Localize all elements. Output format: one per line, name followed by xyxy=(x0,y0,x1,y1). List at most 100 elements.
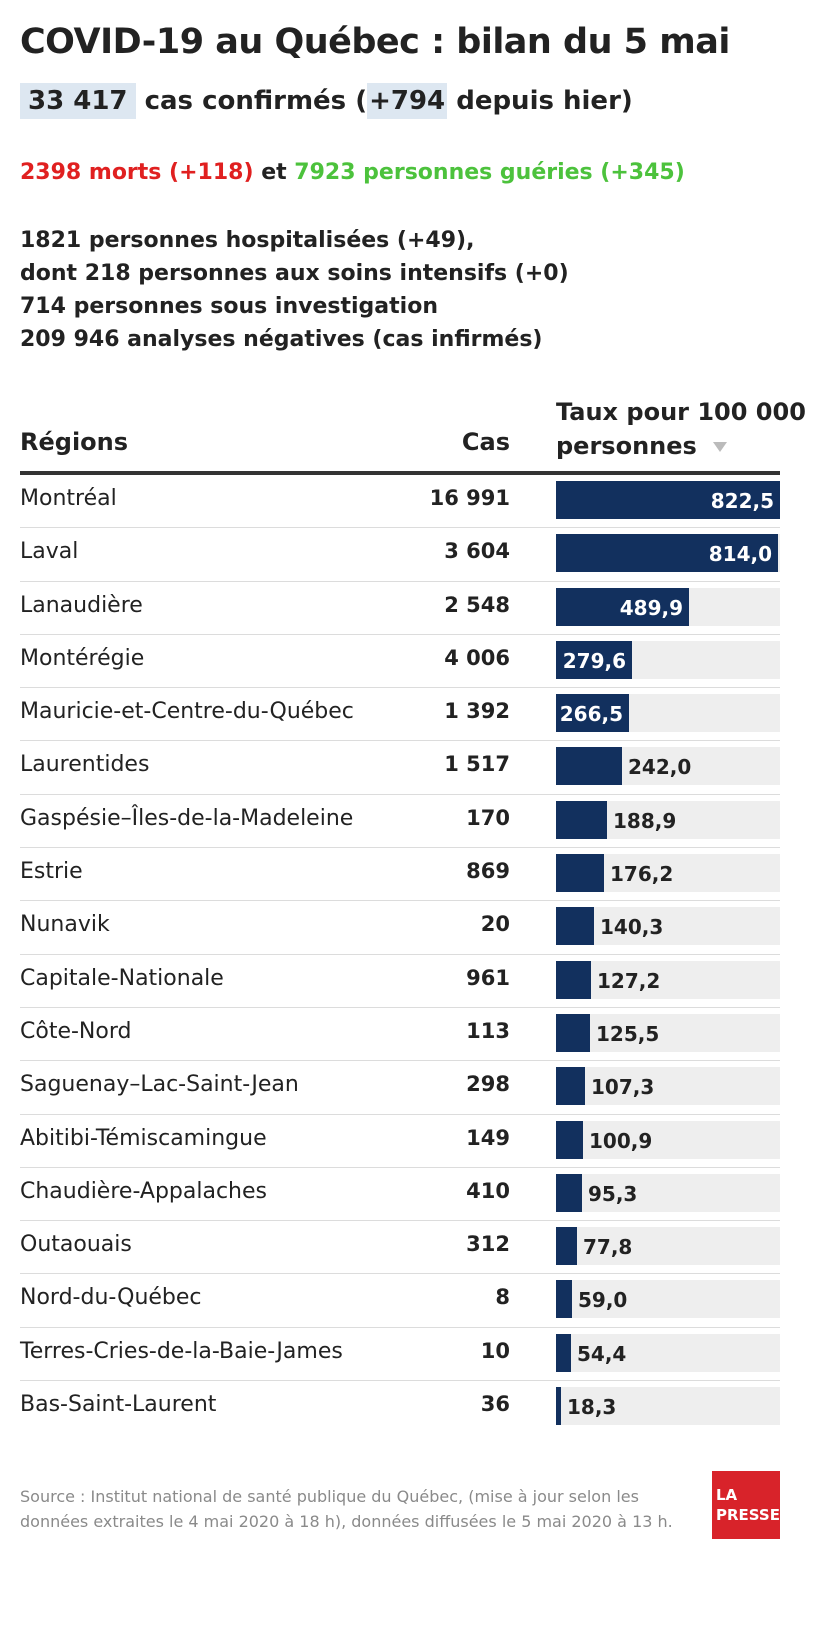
table-row: Chaudière-Appalaches 410 95,3 xyxy=(20,1168,780,1222)
sort-descending-icon xyxy=(712,442,727,452)
region-name: Saguenay–Lac-Saint-Jean xyxy=(20,1072,299,1098)
region-cases: 3 604 xyxy=(444,539,510,564)
region-cases: 1 392 xyxy=(444,699,510,724)
rate-bar xyxy=(556,854,604,893)
rate-bar-track: 107,3 xyxy=(556,1067,780,1106)
rate-bar xyxy=(556,587,689,626)
rate-value-label: 140,3 xyxy=(600,915,664,940)
stat-under-investigation: 714 personnes sous investigation xyxy=(20,294,438,319)
region-cases: 410 xyxy=(466,1178,510,1203)
table-row: Côte-Nord 113 125,5 xyxy=(20,1008,780,1062)
region-name: Terres-Cries-de-la-Baie-James xyxy=(20,1338,343,1364)
rate-bar xyxy=(556,694,629,733)
rate-bar xyxy=(556,1173,582,1212)
rate-bar-track: 125,5 xyxy=(556,1013,780,1052)
rate-bar-track: 54,4 xyxy=(556,1333,780,1372)
rate-value-label: 822,5 xyxy=(710,489,774,513)
deaths-count: 2398 morts (+118) xyxy=(20,160,254,185)
rate-bar-track: 822,5 xyxy=(556,481,780,519)
table-row: Laurentides 1 517 242,0 xyxy=(20,741,780,795)
region-cases: 298 xyxy=(466,1072,510,1097)
page-title: COVID-19 au Québec : bilan du 5 mai xyxy=(20,22,730,62)
region-cases: 10 xyxy=(480,1338,510,1363)
table-row: Capitale-Nationale 961 127,2 xyxy=(20,955,780,1008)
stat-intensive-care: dont 218 personnes aux soins intensifs (… xyxy=(20,261,569,286)
table-row: Laval 3 604 814,0 xyxy=(20,528,780,582)
confirmed-cases-label: cas confirmés ( xyxy=(144,86,368,116)
region-cases: 170 xyxy=(466,805,510,830)
confirmed-cases-line: 33 417 cas confirmés (+794 depuis hier) xyxy=(20,83,633,119)
rate-bar-track: 59,0 xyxy=(556,1280,780,1319)
region-name: Outaouais xyxy=(20,1232,132,1258)
region-cases: 8 xyxy=(495,1285,510,1310)
rate-bar xyxy=(556,1280,572,1319)
rate-value-label: 127,2 xyxy=(597,968,661,993)
rate-value-label: 279,6 xyxy=(562,648,626,673)
rate-bar xyxy=(556,1387,561,1426)
table-row: Nunavik 20 140,3 xyxy=(20,901,780,955)
rate-bar xyxy=(556,960,591,999)
table-row: Outaouais 312 77,8 xyxy=(20,1221,780,1275)
rate-value-label: 59,0 xyxy=(578,1288,628,1313)
stat-negative-tests: 209 946 analyses négatives (cas infirmés… xyxy=(20,327,543,352)
regions-table: Montréal 16 991 822,5 Laval 3 604 814,0 Lanaud… xyxy=(20,475,780,1434)
region-cases: 1 517 xyxy=(444,752,510,777)
region-name: Nunavik xyxy=(20,912,110,938)
region-name: Bas-Saint-Laurent xyxy=(20,1392,217,1418)
stats-block: 1821 personnes hospitalisées (+49), dont… xyxy=(20,224,569,356)
region-name: Capitale-Nationale xyxy=(20,965,224,991)
rate-value-label: 814,0 xyxy=(708,542,772,567)
region-cases: 16 991 xyxy=(429,486,510,510)
rate-value-label: 489,9 xyxy=(619,595,683,620)
rate-bar-track: 100,9 xyxy=(556,1120,780,1159)
stat-hospitalized: 1821 personnes hospitalisées (+49), xyxy=(20,228,475,253)
rate-bar xyxy=(556,481,780,519)
outcomes-line: 2398 morts (+118) et 7923 personnes guér… xyxy=(20,160,685,185)
rate-bar-track: 127,2 xyxy=(556,960,780,999)
rate-bar-track: 242,0 xyxy=(556,747,780,786)
rate-bar-track: 489,9 xyxy=(556,587,780,626)
region-name: Abitibi-Témiscamingue xyxy=(20,1125,267,1151)
rate-value-label: 54,4 xyxy=(577,1341,627,1366)
region-name: Estrie xyxy=(20,859,83,885)
region-cases: 20 xyxy=(480,912,510,937)
rate-bar xyxy=(556,640,632,679)
source-note: Source : Institut national de santé publ… xyxy=(20,1487,673,1531)
table-row: Mauricie-et-Centre-du-Québec 1 392 266,5 xyxy=(20,688,780,742)
region-name: Montérégie xyxy=(20,645,145,671)
rate-bar xyxy=(556,1333,571,1372)
table-row: Saguenay–Lac-Saint-Jean 298 107,3 xyxy=(20,1061,780,1115)
table-row: Gaspésie–Îles-de-la-Madeleine 170 188,9 xyxy=(20,795,780,849)
column-header-cas: Cas xyxy=(461,428,510,456)
rate-bar xyxy=(556,1120,583,1159)
rate-value-label: 242,0 xyxy=(628,755,692,780)
table-row: Abitibi-Témiscamingue 149 100,9 xyxy=(20,1115,780,1168)
table-row: Montérégie 4 006 279,6 xyxy=(20,635,780,689)
region-name: Nord-du-Québec xyxy=(20,1285,202,1311)
region-name: Laval xyxy=(20,539,79,565)
rate-bar-track: 95,3 xyxy=(556,1173,780,1212)
recovered-count: 7923 personnes guéries (+345) xyxy=(294,160,685,185)
table-row: Terres-Cries-de-la-Baie-James 10 54,4 xyxy=(20,1328,780,1382)
region-name: Laurentides xyxy=(20,752,150,778)
column-header-taux[interactable]: Taux pour 100 000 personnes xyxy=(556,395,826,463)
column-header-region: Régions xyxy=(20,428,129,456)
confirmed-cases-suffix: depuis hier) xyxy=(456,86,633,116)
region-cases: 312 xyxy=(466,1232,510,1257)
rate-bar-track: 279,6 xyxy=(556,640,780,679)
rate-bar xyxy=(556,1067,585,1106)
region-cases: 36 xyxy=(480,1392,510,1417)
region-cases: 961 xyxy=(466,965,510,990)
rate-bar xyxy=(556,747,622,786)
rate-bar-track: 77,8 xyxy=(556,1227,780,1266)
la-presse-logo: LA PRESSE xyxy=(712,1471,780,1539)
rate-bar xyxy=(556,534,778,573)
header-divider xyxy=(20,471,780,475)
table-row: Lanaudière 2 548 489,9 xyxy=(20,582,780,635)
rate-bar-track: 188,9 xyxy=(556,800,780,839)
rate-value-label: 18,3 xyxy=(567,1395,617,1420)
region-name: Côte-Nord xyxy=(20,1018,132,1044)
rate-bar xyxy=(556,1013,590,1052)
table-row: Nord-du-Québec 8 59,0 xyxy=(20,1274,780,1328)
rate-bar xyxy=(556,907,594,946)
